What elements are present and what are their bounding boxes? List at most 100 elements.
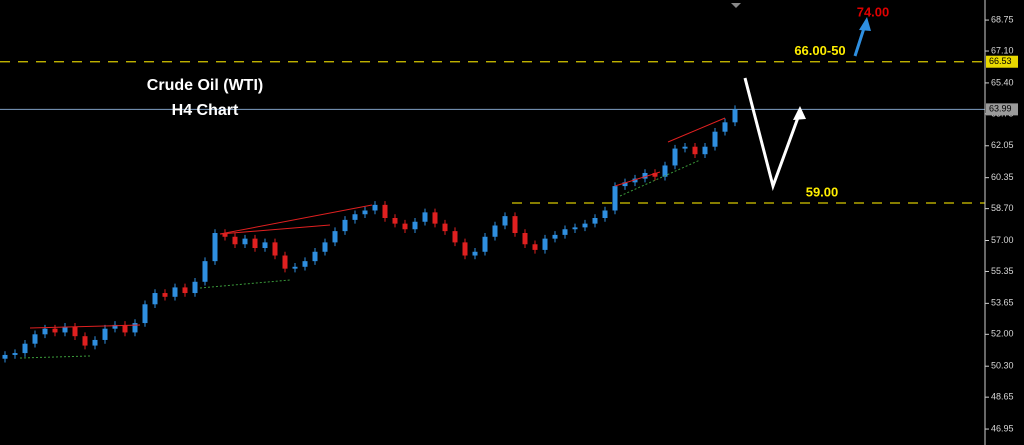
trend-line [614,171,661,187]
candle-body [482,236,488,252]
candles-group [2,105,738,363]
candle-body [702,146,708,155]
candle-body [412,221,418,230]
level-label: 66.00-50 [794,43,845,58]
candle-body [672,148,678,166]
candle-body [692,146,698,155]
candle-body [312,251,318,262]
candle-body [172,287,178,297]
candle-body [372,204,378,211]
candle-body [532,244,538,250]
scroll-marker [731,3,741,8]
candle-body [422,212,428,222]
candle-body [352,214,358,220]
candle-body [402,223,408,230]
trend-line [219,224,331,235]
y-tick-label: 62.05 [991,140,1014,150]
candle-body [382,204,388,218]
y-tick-label: 46.95 [991,423,1014,433]
candle-body [112,324,118,329]
candle-body [642,172,648,179]
level-label: 59.00 [806,184,839,199]
candle-body [492,225,498,237]
candle-body [102,328,108,340]
y-tick-label: 50.30 [991,361,1014,371]
candle-body [502,216,508,226]
candle-body [82,336,88,346]
candle-body [632,178,638,183]
candle-body [622,182,628,187]
candle-body [52,328,58,333]
arrow-head [859,17,871,31]
trend-line [667,117,726,143]
candle-body [522,233,528,245]
arrow-head [793,106,806,120]
candle-body [322,242,328,252]
chart-title: Crude Oil (WTI) [147,77,263,94]
levels-group: 66.00-50 59.00 [0,43,985,204]
candle-body [62,326,68,333]
candle-body [252,238,258,249]
candle-body [552,234,558,239]
candle-body [732,109,738,123]
candle-body [392,217,398,224]
target-label: 74.00 [857,4,890,19]
pattern-lines [19,117,726,359]
candle-body [92,339,98,346]
candle-body [302,261,308,267]
candle-body [282,255,288,269]
candle-body [212,233,218,262]
trend-line [219,204,373,235]
candle-body [662,165,668,177]
y-tick-label: 65.40 [991,77,1014,87]
candle-body [332,231,338,243]
candle-body [652,172,658,177]
candle-body [612,186,618,211]
y-tick-label: 57.00 [991,235,1014,245]
candle-body [222,233,228,237]
trend-line [29,324,141,329]
candle-body [592,217,598,224]
candle-body [562,229,568,235]
price-tag [986,103,1018,116]
support-line [619,159,701,197]
candle-body [602,210,608,218]
candle-body [472,251,478,256]
candle-body [202,261,208,282]
y-tick-label: 55.35 [991,266,1014,276]
candle-body [142,304,148,324]
y-tick-label: 52.00 [991,329,1014,339]
price-tag [986,55,1018,68]
candle-body [342,219,348,232]
candle-body [272,242,278,256]
candle-body [232,236,238,245]
y-tick-label: 68.75 [991,14,1014,24]
candle-body [362,210,368,215]
candle-body [2,354,8,359]
candle-body [572,227,578,230]
price-tag-label: 63.99 [989,104,1012,114]
candle-body [582,223,588,228]
candle-body [72,326,78,337]
y-tick-label: 48.65 [991,392,1014,402]
y-tick-label: 58.70 [991,203,1014,213]
candle-body [162,293,168,297]
price-tags-group: 66.53 63.99 [986,55,1018,116]
candle-body [42,328,48,335]
candle-body [242,238,248,245]
candle-body [152,293,158,305]
candle-body [122,324,128,333]
candle-body [292,266,298,269]
candle-body [132,323,138,333]
candle-body [262,242,268,249]
candle-body [32,334,38,344]
candle-body [542,238,548,250]
candle-body [452,231,458,243]
chart-subtitle: H4 Chart [172,102,239,119]
candle-body [12,353,18,355]
candle-body [442,223,448,232]
candle-body [22,343,28,354]
support-line [199,279,291,289]
